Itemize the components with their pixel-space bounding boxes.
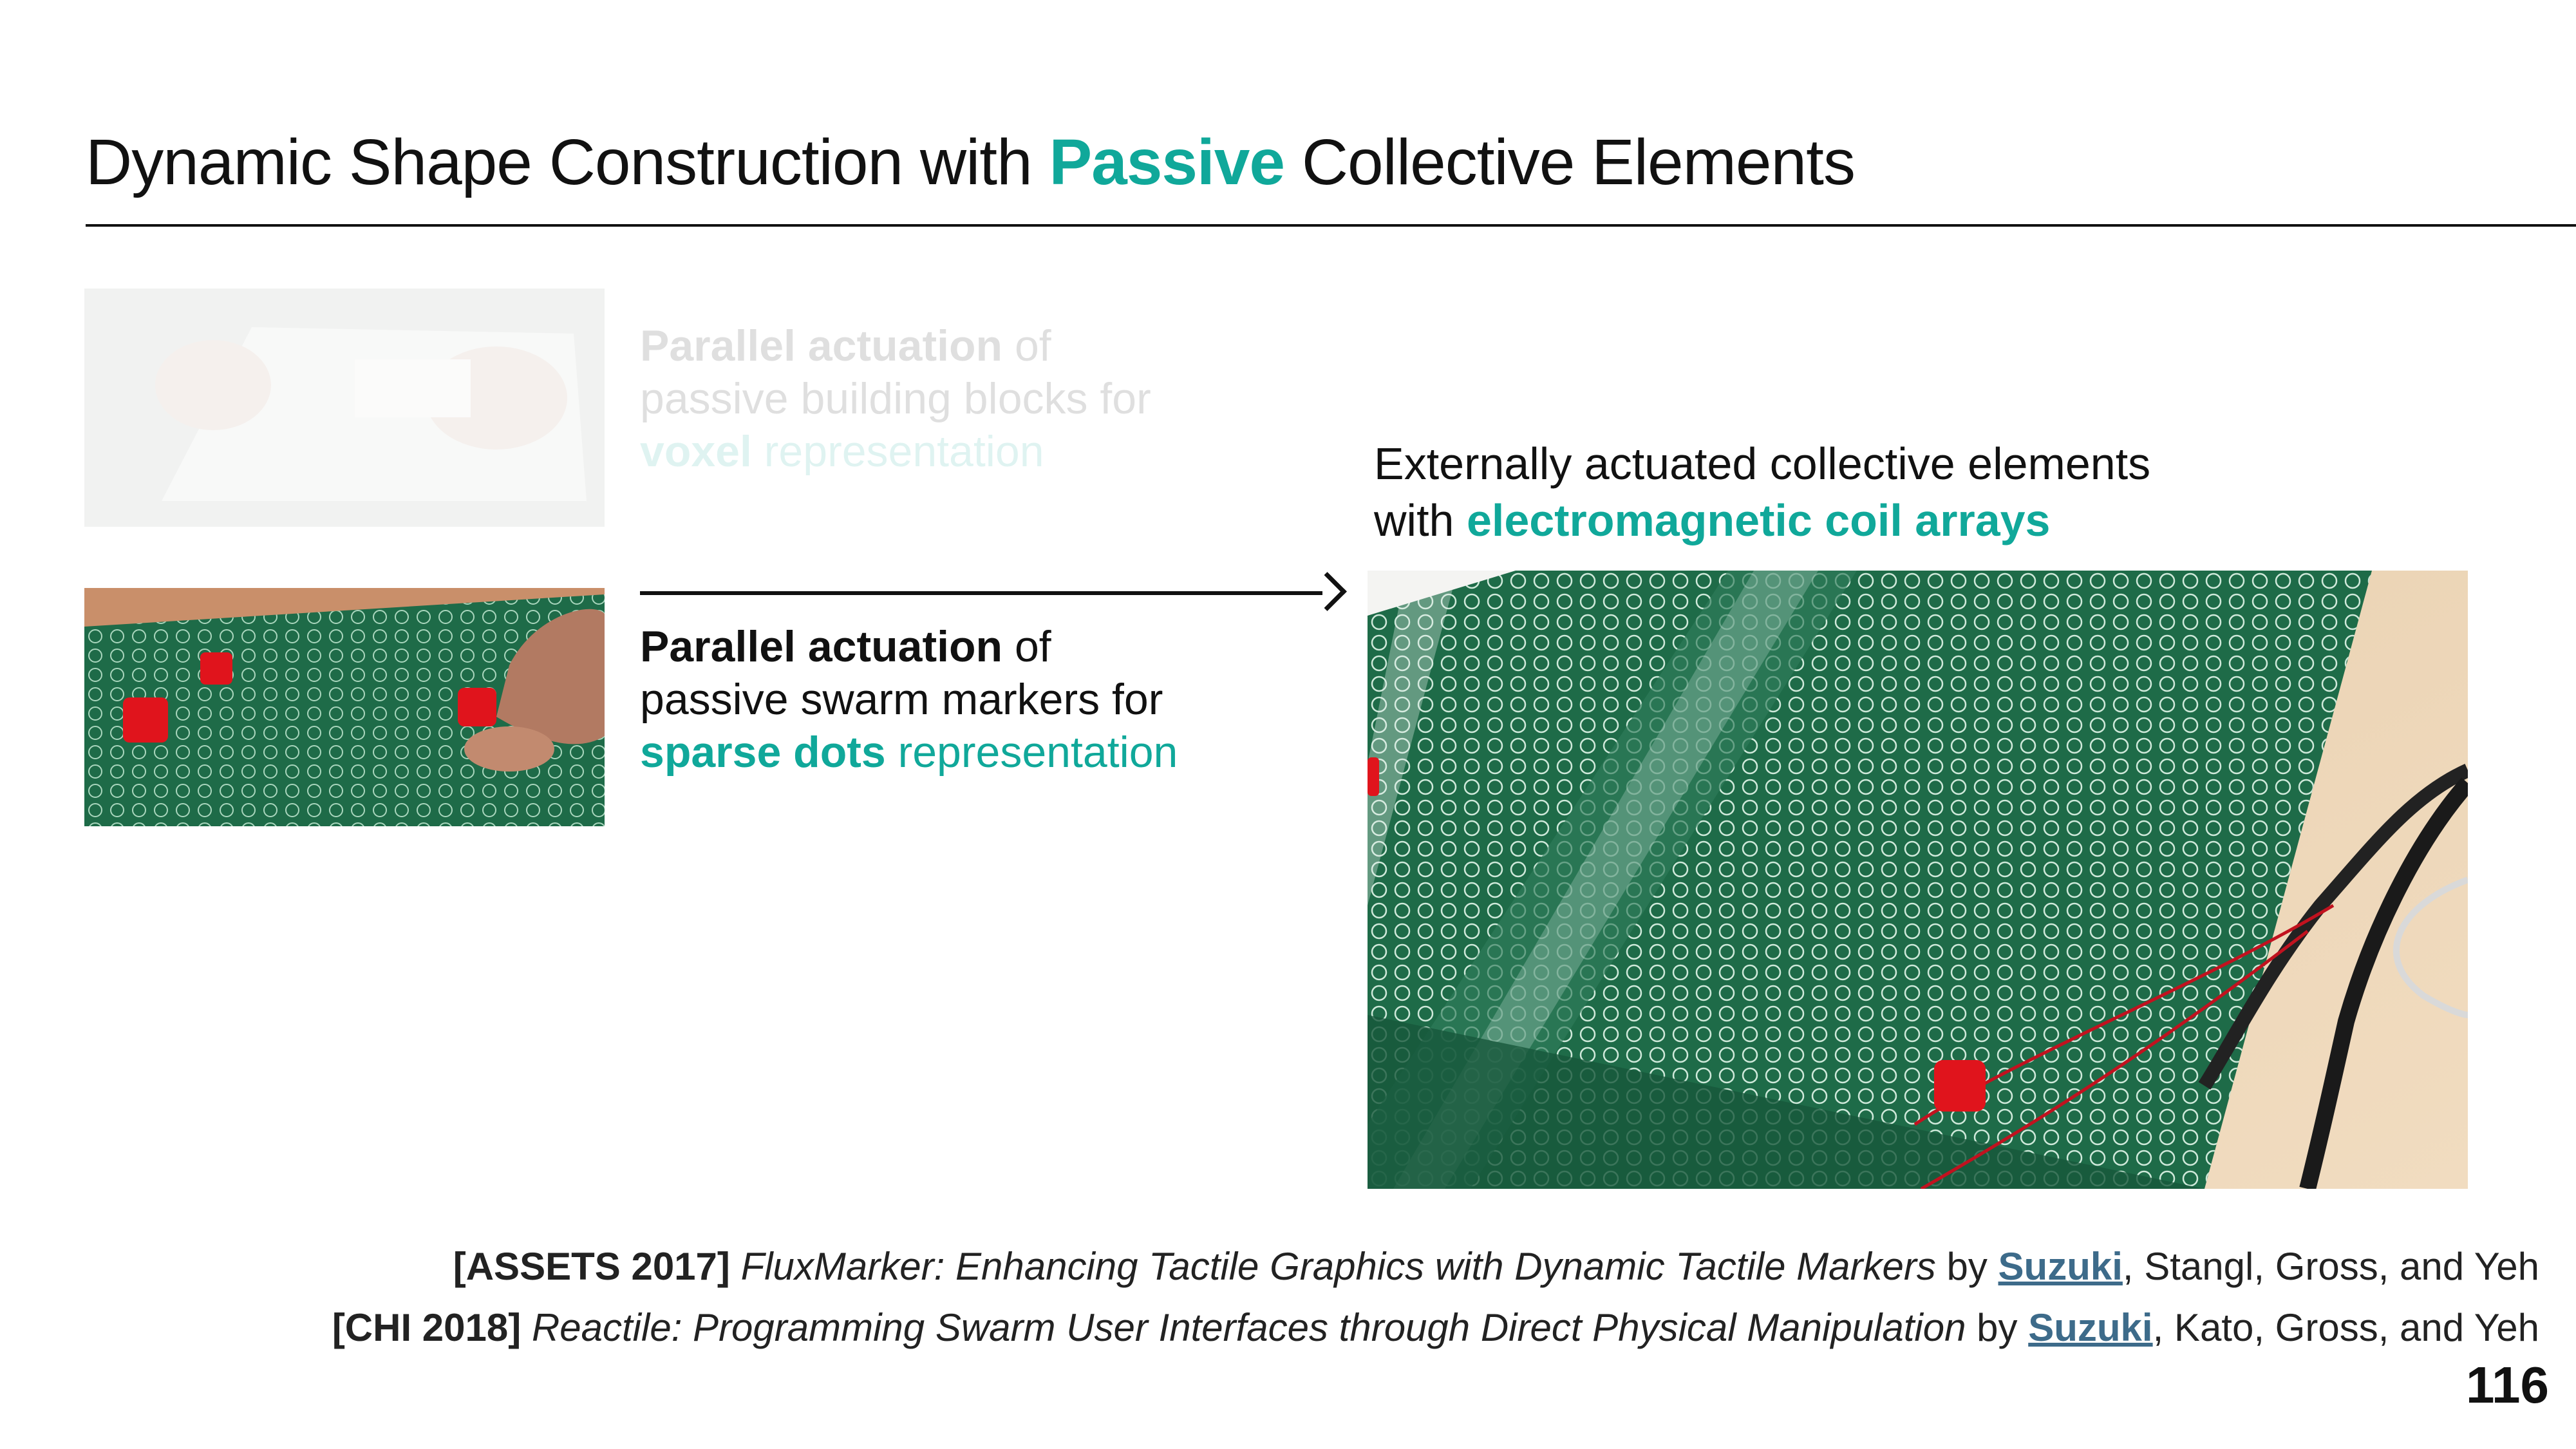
slide-title: Dynamic Shape Construction with Passive … xyxy=(86,126,1856,200)
external-text-block: Externally actuated collective elements … xyxy=(1374,435,2150,549)
title-highlight: Passive xyxy=(1049,126,1285,198)
voxel-line-2: passive building blocks for xyxy=(640,374,1151,423)
swarm-markers-photo xyxy=(84,588,605,826)
reference-coauthors: , Kato, Gross, and Yeh xyxy=(2152,1306,2539,1349)
external-line-1: Externally actuated collective elements xyxy=(1374,439,2151,489)
swarm-text-block: Parallel actuation of passive swarm mark… xyxy=(640,620,1178,779)
swarm-line-2: passive swarm markers for xyxy=(640,675,1163,724)
reference-venue: [ASSETS 2017] xyxy=(453,1245,730,1288)
arrow-shaft xyxy=(640,591,1322,595)
page-number: 116 xyxy=(2465,1356,2549,1414)
title-text-start: Dynamic Shape Construction with xyxy=(86,126,1049,198)
reference-line-2: [CHI 2018] Reactile: Programming Swarm U… xyxy=(332,1306,2539,1349)
author-link[interactable]: Suzuki xyxy=(2028,1306,2153,1349)
title-divider xyxy=(86,224,2576,227)
voxel-photo-graphic xyxy=(84,289,605,527)
reference-paper-title: FluxMarker: Enhancing Tactile Graphics w… xyxy=(740,1245,1936,1288)
coil-photo-graphic xyxy=(1368,571,2468,1189)
arrow-head-icon xyxy=(1308,572,1347,611)
reference-paper-title: Reactile: Programming Swarm User Interfa… xyxy=(531,1306,1966,1349)
swarm-line-1: Parallel actuation of xyxy=(640,622,1051,671)
reference-coauthors: , Stangl, Gross, and Yeh xyxy=(2122,1245,2539,1288)
voxel-text-block: Parallel actuation of passive building b… xyxy=(640,319,1151,478)
voxel-line-1: Parallel actuation of xyxy=(640,321,1051,370)
external-line-2: with electromagnetic coil arrays xyxy=(1374,495,2051,545)
title-text-end: Collective Elements xyxy=(1284,126,1856,198)
reference-line-1: [ASSETS 2017] FluxMarker: Enhancing Tact… xyxy=(453,1245,2539,1288)
swarm-photo-graphic xyxy=(84,588,605,826)
electromagnetic-coil-board-photo xyxy=(1368,571,2468,1189)
voxel-blocks-photo xyxy=(84,289,605,527)
reference-venue: [CHI 2018] xyxy=(332,1306,522,1349)
swarm-line-3: sparse dots representation xyxy=(640,728,1178,777)
author-link[interactable]: Suzuki xyxy=(1998,1245,2123,1288)
voxel-line-3: voxel representation xyxy=(640,427,1044,476)
